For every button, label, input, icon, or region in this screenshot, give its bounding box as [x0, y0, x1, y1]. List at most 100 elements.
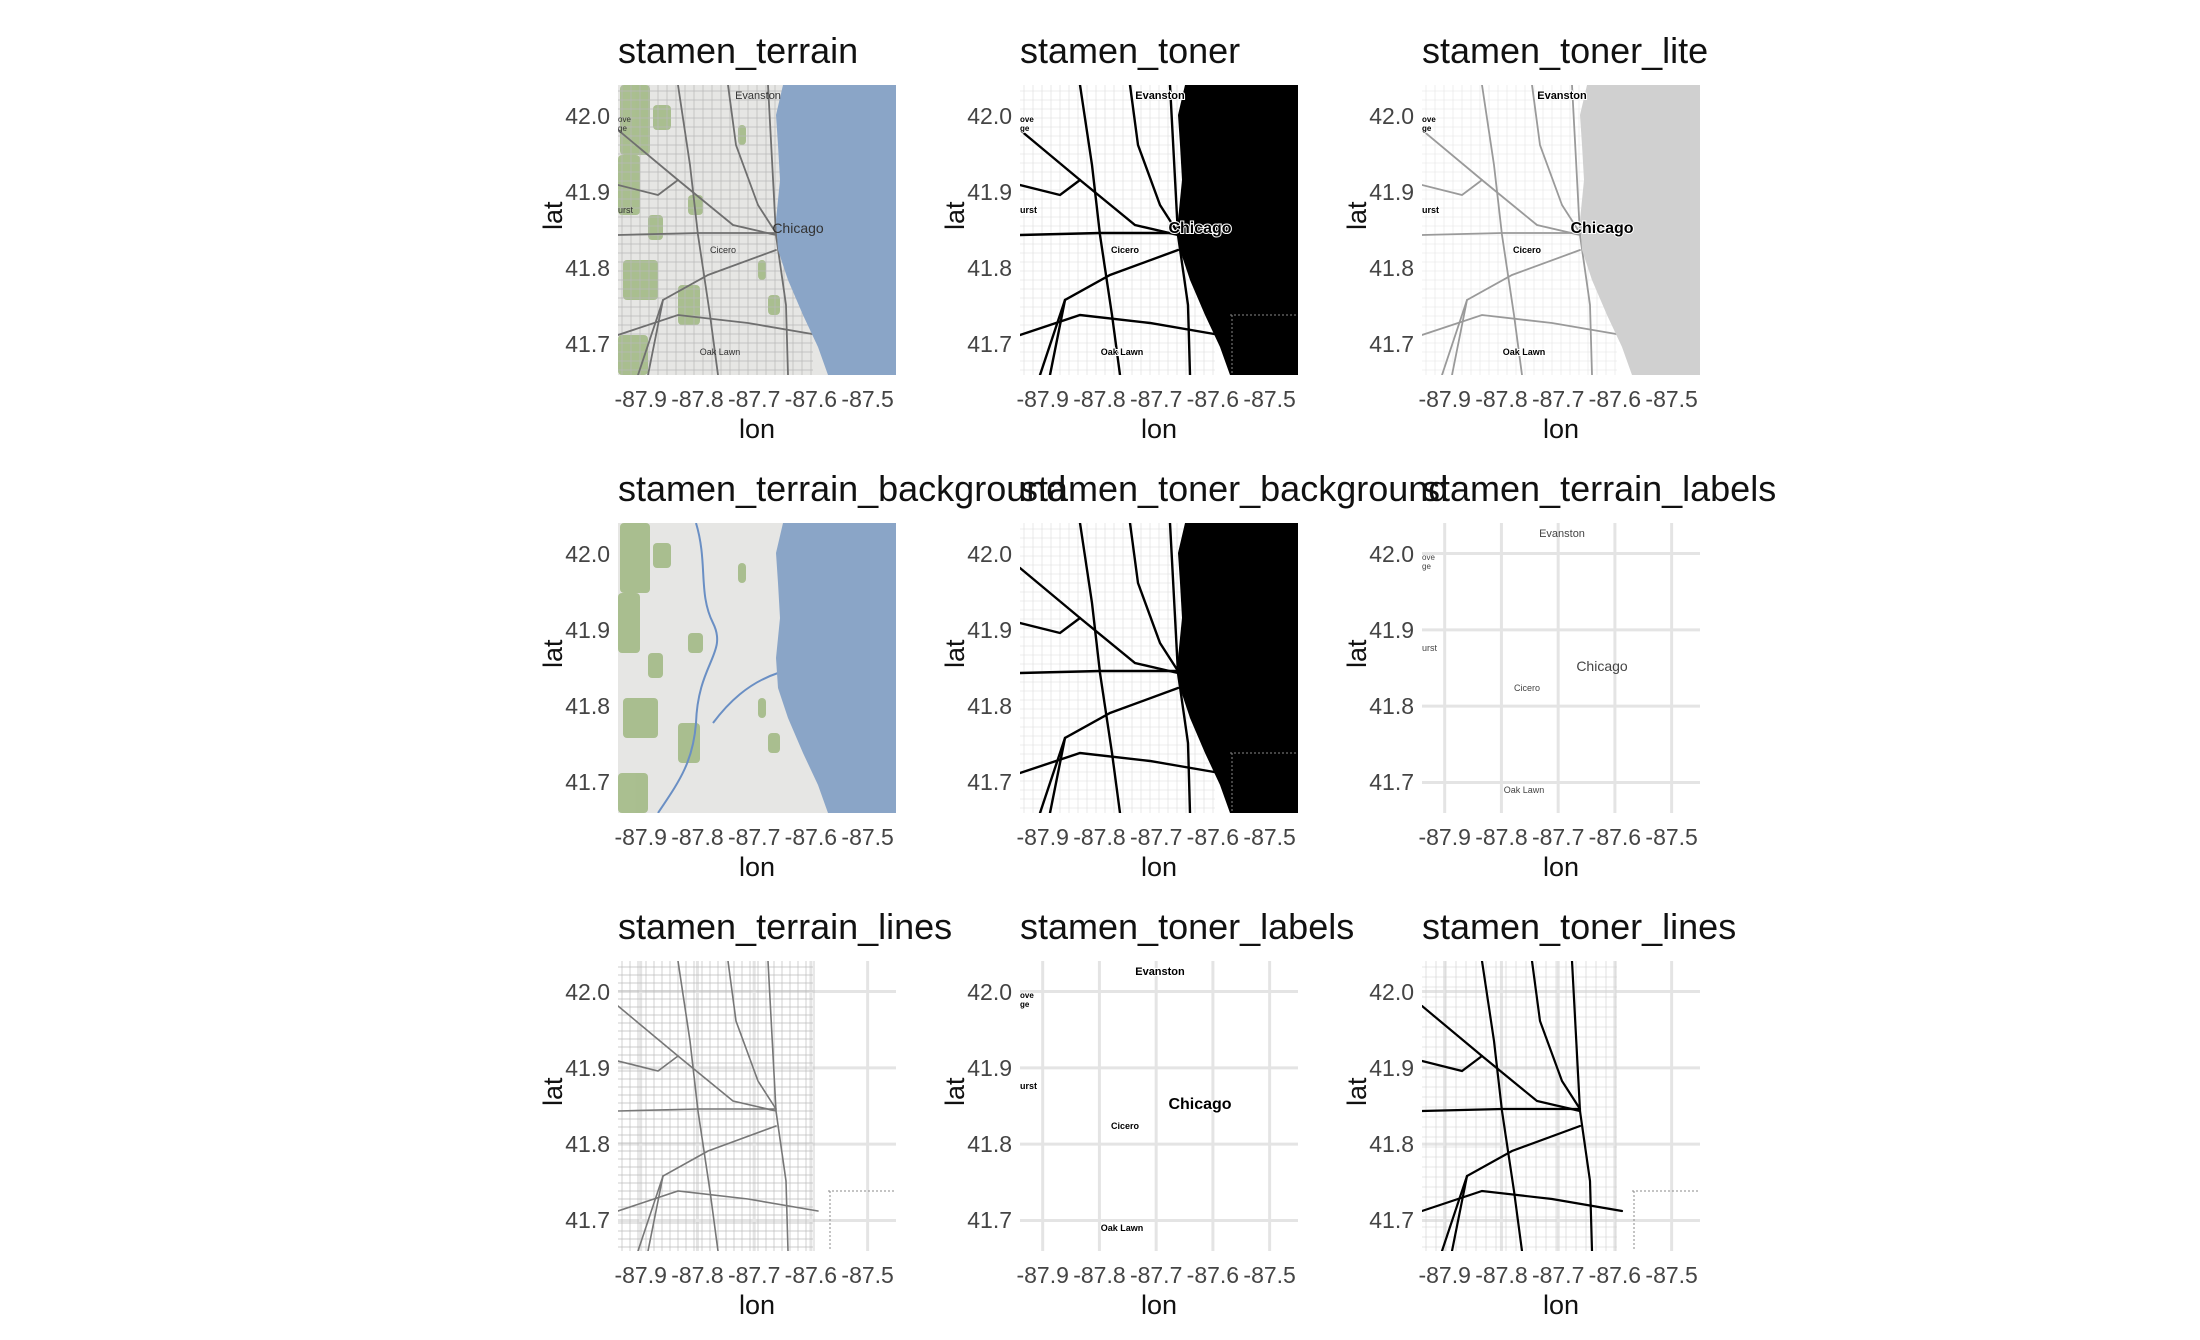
panel-gridlines: [1020, 961, 1298, 1251]
label-ove: ove: [1422, 553, 1435, 562]
x-tick-label: -87.5: [1243, 386, 1296, 412]
panel-title: stamen_toner_lines: [1422, 906, 1737, 947]
x-tick-label: -87.9: [1418, 824, 1471, 850]
y-tick-label: 41.9: [1369, 178, 1414, 205]
label-ge: ge: [1422, 562, 1431, 571]
x-tick-label: -87.6: [1186, 1262, 1240, 1288]
y-tick-label: 41.9: [565, 178, 610, 205]
panel-title: stamen_terrain_lines: [618, 906, 953, 947]
label-cicero: Cicero: [710, 245, 736, 255]
label-ove: ove: [1422, 115, 1436, 124]
highways: [1422, 85, 1623, 375]
y-axis-label: lat: [940, 1077, 970, 1106]
x-tick-label: -87.5: [1243, 1262, 1296, 1288]
map-tile: [1422, 961, 1700, 1251]
y-tick-label: 42.0: [565, 978, 610, 1005]
label-chicago: Chicago: [1576, 658, 1628, 674]
y-tick-label: 41.8: [967, 255, 1012, 282]
map-panel: stamen_terrain_labels Evanston Chicago Cice…: [1324, 468, 1776, 898]
x-tick-label: -87.8: [671, 386, 724, 412]
label-chicago: Chicago: [1570, 220, 1633, 237]
x-tick-label: -87.7: [1531, 824, 1585, 850]
map-tile: [618, 523, 896, 813]
x-tick-label: -87.7: [727, 386, 781, 412]
background: [1020, 961, 1298, 1251]
label-urst: urst: [618, 205, 634, 215]
label-oak-lawn: Oak Lawn: [1504, 785, 1545, 795]
x-tick-label: -87.6: [1588, 824, 1642, 850]
label-ge: ge: [1422, 124, 1432, 133]
highways: [1020, 85, 1222, 375]
x-axis-label: lon: [1140, 852, 1178, 882]
x-tick-label: -87.5: [841, 1262, 894, 1288]
label-evanston: Evanston: [1135, 966, 1185, 978]
y-axis-label: lat: [1342, 1077, 1372, 1106]
label-ge: ge: [618, 124, 627, 133]
y-tick-label: 41.8: [565, 255, 610, 282]
y-axis-label: lat: [940, 201, 970, 230]
x-tick-label: -87.9: [614, 824, 667, 850]
x-tick-label: -87.8: [1073, 1262, 1126, 1288]
x-tick-label: -87.6: [1588, 386, 1642, 412]
y-tick-label: 41.8: [1369, 693, 1414, 720]
x-axis-label: lon: [738, 1290, 776, 1320]
map-tile: Evanston Chicago Cicero Oak Lawn urst ove ge: [1020, 961, 1298, 1251]
boundary: [1632, 1190, 1700, 1251]
x-tick-label: -87.7: [1129, 386, 1183, 412]
map-panel: stamen_toner_lines 42.0 41.9 41.8 41.7 -87.9-…: [1324, 906, 1736, 1336]
x-tick-label: -87.5: [1645, 386, 1698, 412]
y-tick-label: 41.9: [565, 1054, 610, 1081]
label-oak-lawn: Oak Lawn: [1101, 1223, 1144, 1233]
x-tick-label: -87.9: [1016, 386, 1069, 412]
x-tick-label: -87.8: [1475, 824, 1528, 850]
y-tick-label: 41.9: [565, 616, 610, 643]
y-tick-label: 41.9: [1369, 616, 1414, 643]
label-oak-lawn: Oak Lawn: [700, 347, 741, 357]
y-tick-label: 41.7: [565, 769, 610, 796]
label-evanston: Evanston: [1539, 528, 1585, 540]
label-urst: urst: [1422, 205, 1439, 215]
y-tick-label: 41.7: [967, 331, 1012, 358]
x-tick-label: -87.6: [784, 824, 838, 850]
label-ge: ge: [1020, 124, 1030, 133]
x-tick-label: -87.7: [1531, 386, 1585, 412]
label-cicero: Cicero: [1513, 245, 1542, 255]
label-cicero: Cicero: [1514, 683, 1540, 693]
y-tick-label: 41.7: [967, 769, 1012, 796]
boundary: [828, 1190, 896, 1251]
x-tick-label: -87.8: [1073, 386, 1126, 412]
x-tick-label: -87.9: [1016, 824, 1069, 850]
x-tick-label: -87.8: [1073, 824, 1126, 850]
y-tick-label: 41.8: [967, 693, 1012, 720]
y-axis-label: lat: [1342, 201, 1372, 230]
x-tick-label: -87.7: [1129, 1262, 1183, 1288]
y-tick-label: 42.0: [1369, 540, 1414, 567]
y-tick-label: 41.9: [967, 178, 1012, 205]
x-tick-label: -87.7: [727, 1262, 781, 1288]
x-tick-label: -87.8: [671, 1262, 724, 1288]
map-tile: Evanston Chicago Cicero Oak Lawn urst ove ge: [618, 85, 896, 375]
map-tile: Evanston Chicago Cicero Oak Lawn urst ove ge: [1422, 85, 1700, 375]
y-axis-label: lat: [538, 201, 568, 230]
label-ove: ove: [1020, 991, 1034, 1000]
x-axis-label: lon: [1542, 852, 1580, 882]
y-tick-label: 42.0: [565, 102, 610, 129]
x-tick-label: -87.6: [784, 1262, 838, 1288]
boundary: [1230, 314, 1298, 375]
label-evanston: Evanston: [735, 90, 781, 102]
x-tick-label: -87.6: [784, 386, 838, 412]
x-tick-label: -87.5: [1645, 1262, 1698, 1288]
highways: [1422, 961, 1624, 1251]
y-tick-label: 41.7: [1369, 1207, 1414, 1234]
map-svg: [1020, 523, 1298, 813]
x-tick-label: -87.8: [1475, 386, 1528, 412]
map-tile: [1020, 523, 1298, 813]
x-tick-label: -87.9: [1418, 1262, 1471, 1288]
y-axis-label: lat: [538, 1077, 568, 1106]
map-panel: stamen_toner_labels Evanston Chicago Cicero…: [922, 906, 1354, 1336]
y-tick-label: 42.0: [565, 540, 610, 567]
